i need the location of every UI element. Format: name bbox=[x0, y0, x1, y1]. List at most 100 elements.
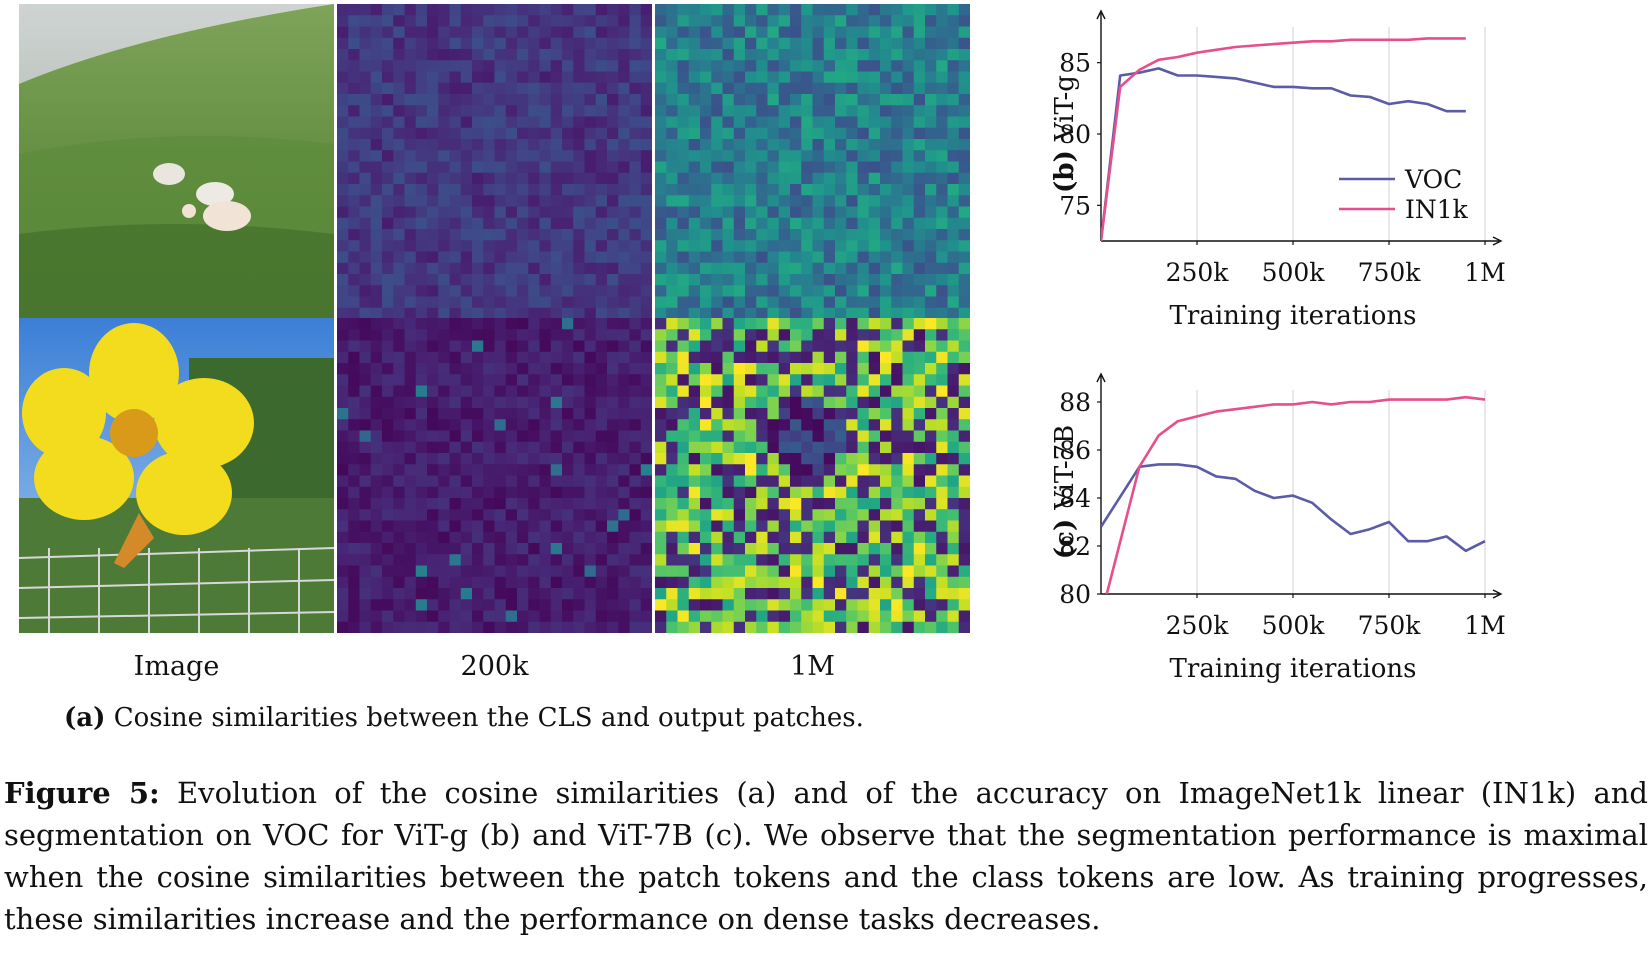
heatmap-cell bbox=[666, 26, 678, 39]
heatmap-cell bbox=[745, 509, 757, 521]
heatmap-cell bbox=[550, 374, 563, 386]
heatmap-cell bbox=[891, 139, 903, 151]
heatmap-cell bbox=[790, 195, 802, 207]
heatmap-cell bbox=[846, 318, 858, 330]
heatmap-cell bbox=[404, 94, 417, 106]
heatmap-cell bbox=[494, 116, 507, 129]
heatmap-cell bbox=[607, 296, 619, 309]
heatmap-cell bbox=[550, 464, 563, 476]
heatmap-cell bbox=[902, 307, 915, 319]
heatmap-cell bbox=[382, 26, 394, 39]
heatmap-cell bbox=[539, 251, 552, 264]
heatmap-cell bbox=[494, 543, 507, 555]
heatmap-cell bbox=[801, 621, 813, 633]
heatmap-cell bbox=[573, 554, 585, 566]
heatmap-cell bbox=[891, 408, 903, 420]
heatmap-cell bbox=[958, 184, 970, 196]
heatmap-cell bbox=[700, 217, 712, 230]
heatmap-cell bbox=[733, 71, 746, 84]
heatmap-cell bbox=[812, 543, 825, 555]
heatmap-cell bbox=[348, 464, 360, 476]
heatmap-cell bbox=[778, 554, 791, 566]
heatmap-cell bbox=[494, 150, 507, 162]
heatmap-cell bbox=[688, 475, 701, 488]
heatmap-cell bbox=[539, 195, 552, 207]
heatmap-cell bbox=[595, 195, 608, 207]
heatmap-cell bbox=[790, 329, 802, 341]
heatmap-cell bbox=[483, 150, 495, 162]
heatmap-cell bbox=[947, 509, 960, 521]
heatmap-cell bbox=[688, 576, 701, 589]
heatmap-cell bbox=[756, 363, 768, 375]
heatmap-cell bbox=[711, 599, 723, 611]
heatmap-cell bbox=[539, 576, 552, 589]
heatmap-cell bbox=[778, 26, 791, 39]
heatmap-cell bbox=[528, 94, 540, 106]
heatmap-cell bbox=[640, 498, 652, 510]
heatmap-cell bbox=[427, 543, 439, 555]
heatmap-cell bbox=[655, 351, 667, 364]
heatmap-cell bbox=[666, 329, 678, 341]
heatmap-cell bbox=[790, 430, 802, 443]
heatmap-cell bbox=[958, 486, 970, 499]
x-tick-label: 750k bbox=[1358, 258, 1422, 287]
heatmap-cell bbox=[722, 60, 735, 72]
heatmap-cell bbox=[868, 240, 881, 252]
heatmap-cell bbox=[891, 385, 903, 398]
heatmap-cell bbox=[677, 161, 690, 174]
heatmap-cell bbox=[595, 464, 608, 476]
heatmap-cell bbox=[936, 486, 948, 499]
heatmap-cell bbox=[835, 374, 847, 386]
heatmap-cell bbox=[494, 229, 507, 241]
heatmap-cell bbox=[472, 610, 484, 623]
heatmap-cell bbox=[404, 4, 417, 16]
heatmap-cell bbox=[607, 285, 619, 297]
heatmap-cell bbox=[655, 576, 667, 589]
heatmap-cell bbox=[846, 565, 858, 578]
heatmap-cell bbox=[733, 26, 746, 39]
heatmap-cell bbox=[947, 184, 960, 196]
heatmap-cell bbox=[584, 486, 597, 499]
heatmap-cell bbox=[823, 464, 836, 476]
heatmap-cell bbox=[517, 4, 529, 16]
heatmap-cell bbox=[393, 419, 405, 431]
heatmap-cell bbox=[595, 172, 608, 185]
heatmap-cell bbox=[677, 385, 690, 398]
heatmap-cell bbox=[711, 441, 723, 454]
heatmap-cell bbox=[823, 206, 836, 219]
heatmap-cell bbox=[415, 262, 428, 275]
heatmap-cell bbox=[517, 229, 529, 241]
heatmap-cell bbox=[607, 150, 619, 162]
heatmap-cell bbox=[337, 94, 349, 106]
heatmap-cell bbox=[846, 139, 858, 151]
heatmap-cell bbox=[449, 150, 462, 162]
heatmap-cell bbox=[846, 329, 858, 341]
heatmap-cell bbox=[393, 408, 405, 420]
heatmap-cell bbox=[449, 37, 462, 50]
heatmap-cell bbox=[666, 509, 678, 521]
heatmap-cell bbox=[835, 554, 847, 566]
heatmap-cell bbox=[801, 351, 813, 364]
heatmap-cell bbox=[688, 419, 701, 431]
heatmap-cell bbox=[913, 340, 926, 353]
heatmap-cell bbox=[880, 37, 892, 50]
heatmap-cell bbox=[733, 206, 746, 219]
heatmap-cell bbox=[528, 520, 540, 533]
heatmap-cell bbox=[370, 610, 383, 623]
heatmap-cell bbox=[823, 453, 836, 465]
heatmap-cell bbox=[891, 498, 903, 510]
heatmap-cell bbox=[823, 599, 836, 611]
heatmap-cell bbox=[700, 139, 712, 151]
heatmap-cell bbox=[438, 509, 450, 521]
heatmap-cell bbox=[812, 15, 825, 27]
heatmap-cell bbox=[427, 296, 439, 309]
heatmap-cell bbox=[801, 217, 813, 230]
heatmap-cell bbox=[472, 576, 484, 589]
heatmap-cell bbox=[629, 576, 642, 589]
heatmap-cell bbox=[483, 4, 495, 16]
heatmap-cell bbox=[483, 82, 495, 95]
heatmap-cell bbox=[801, 554, 813, 566]
heatmap-cell bbox=[449, 161, 462, 174]
heatmap-cell bbox=[528, 195, 540, 207]
heatmap-cell bbox=[584, 396, 597, 409]
